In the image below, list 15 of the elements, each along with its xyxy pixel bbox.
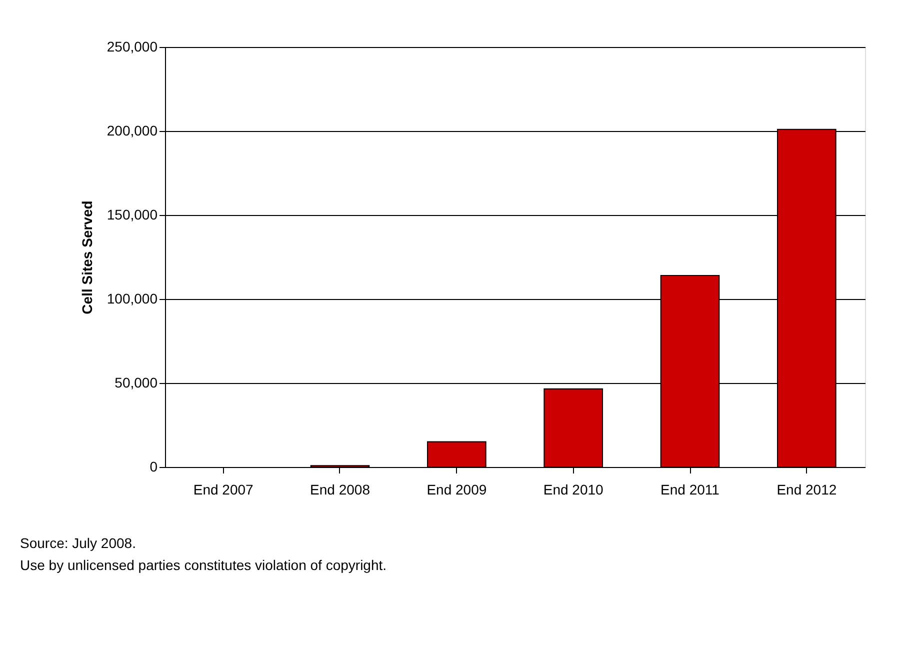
y-tick-label: 0 xyxy=(150,458,158,474)
x-tick-label: End 2007 xyxy=(193,482,254,498)
x-tick-label: End 2011 xyxy=(660,482,720,498)
y-tick-label: 50,000 xyxy=(114,374,158,390)
x-tick-label: End 2010 xyxy=(543,482,604,498)
x-tick-label: End 2008 xyxy=(310,482,370,498)
y-tick-label: 200,000 xyxy=(106,122,158,138)
x-tick-label: End 2012 xyxy=(776,482,837,498)
y-tick-label: 250,000 xyxy=(106,38,158,54)
source-note: Source: July 2008. xyxy=(20,535,136,551)
y-tick-label: 100,000 xyxy=(106,290,158,306)
text: Use by unlicensed parties constitutes violation of copyright. xyxy=(20,557,387,573)
x-tick-label: End 2009 xyxy=(426,482,487,498)
y-tick-label: 150,000 xyxy=(106,206,158,222)
y-axis-title: Cell Sites Served xyxy=(78,200,95,314)
